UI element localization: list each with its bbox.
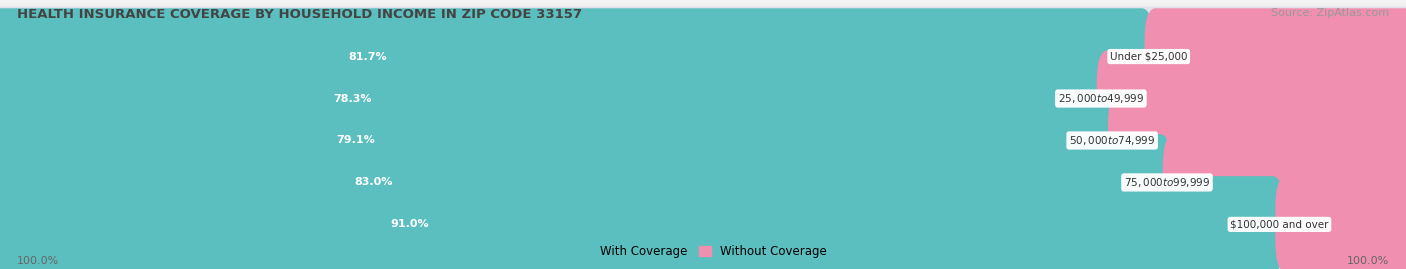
FancyBboxPatch shape xyxy=(0,91,1406,190)
FancyBboxPatch shape xyxy=(1097,50,1406,147)
Text: HEALTH INSURANCE COVERAGE BY HOUSEHOLD INCOME IN ZIP CODE 33157: HEALTH INSURANCE COVERAGE BY HOUSEHOLD I… xyxy=(17,8,582,21)
FancyBboxPatch shape xyxy=(0,175,1406,269)
FancyBboxPatch shape xyxy=(0,92,1116,189)
Text: Under $25,000: Under $25,000 xyxy=(1109,52,1188,62)
Text: $50,000 to $74,999: $50,000 to $74,999 xyxy=(1069,134,1156,147)
Text: $25,000 to $49,999: $25,000 to $49,999 xyxy=(1057,92,1144,105)
FancyBboxPatch shape xyxy=(0,50,1105,147)
FancyBboxPatch shape xyxy=(1108,92,1406,189)
Text: $75,000 to $99,999: $75,000 to $99,999 xyxy=(1123,176,1211,189)
Text: 100.0%: 100.0% xyxy=(17,256,59,266)
FancyBboxPatch shape xyxy=(1144,8,1406,105)
Text: 81.7%: 81.7% xyxy=(349,52,387,62)
Text: 78.3%: 78.3% xyxy=(333,94,371,104)
FancyBboxPatch shape xyxy=(0,8,1153,105)
Text: 79.1%: 79.1% xyxy=(336,136,375,146)
Text: $100,000 and over: $100,000 and over xyxy=(1230,220,1329,229)
Text: 83.0%: 83.0% xyxy=(354,178,392,187)
FancyBboxPatch shape xyxy=(1275,176,1406,269)
FancyBboxPatch shape xyxy=(0,134,1171,231)
FancyBboxPatch shape xyxy=(0,176,1284,269)
FancyBboxPatch shape xyxy=(1163,134,1406,231)
FancyBboxPatch shape xyxy=(0,49,1406,148)
FancyBboxPatch shape xyxy=(0,7,1406,107)
Legend: With Coverage, Without Coverage: With Coverage, Without Coverage xyxy=(574,241,832,263)
Text: Source: ZipAtlas.com: Source: ZipAtlas.com xyxy=(1271,8,1389,18)
Text: 100.0%: 100.0% xyxy=(1347,256,1389,266)
Text: 91.0%: 91.0% xyxy=(389,220,429,229)
FancyBboxPatch shape xyxy=(0,133,1406,232)
